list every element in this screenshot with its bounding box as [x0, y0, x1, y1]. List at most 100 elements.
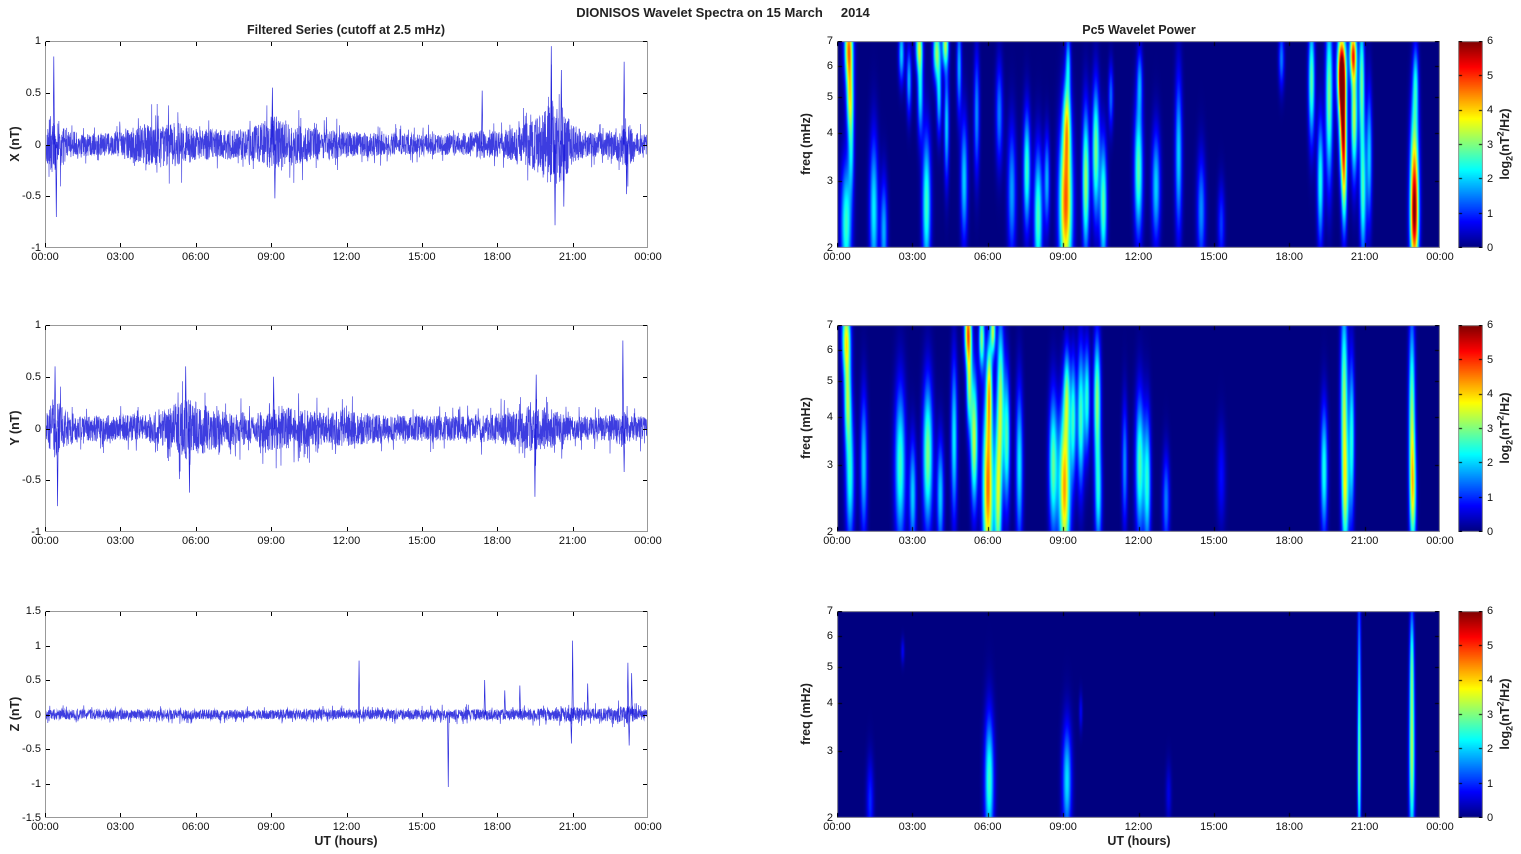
colorbar-z	[1458, 611, 1483, 818]
ts-x-plot	[45, 41, 648, 248]
x-tick-label: 00:00	[1426, 251, 1454, 263]
y-tick-label: 4	[826, 697, 833, 710]
x-tick-label: 09:00	[257, 535, 285, 547]
y-tick-label: 4	[826, 411, 833, 424]
x-tick-label: 00:00	[823, 251, 851, 263]
y-tick-label: 7	[826, 35, 833, 47]
x-tick-label: 00:00	[823, 821, 851, 833]
x-tick-label: 15:00	[1200, 821, 1228, 833]
x-tick-label: 18:00	[1275, 251, 1304, 263]
y-tick-label: 1.5	[25, 605, 41, 617]
colorbar-tick-label: 0	[1487, 812, 1494, 824]
x-tick-label: 12:00	[332, 821, 361, 833]
colorbar-tick-label: 3	[1487, 138, 1494, 151]
x-tick-label: 18:00	[483, 821, 512, 833]
x-tick-label: 21:00	[1350, 535, 1379, 547]
colorbar-tick-label: 1	[1487, 777, 1494, 790]
y-tick-label: 5	[826, 90, 833, 103]
x-tick-label: 21:00	[558, 821, 587, 833]
y-tick-label: -1	[31, 242, 41, 254]
y-tick-label: 3	[826, 459, 833, 471]
colorbar-tick-label: 6	[1487, 605, 1494, 617]
y-tick-label: 6	[826, 60, 833, 73]
x-tick-label: 21:00	[558, 535, 587, 547]
colorbar-tick-label: 0	[1487, 526, 1494, 538]
ylabel-wavelet-z: freq (mHz)	[799, 683, 813, 745]
xlabel-right: UT (hours)	[1107, 834, 1171, 848]
y-tick-label: -1	[31, 526, 41, 538]
x-tick-label: 18:00	[483, 535, 512, 547]
x-tick-label: 15:00	[1200, 535, 1228, 547]
colorbar-tick-label: 0	[1487, 242, 1494, 254]
x-tick-label: 06:00	[181, 821, 210, 833]
y-tick-label: 1	[34, 35, 41, 47]
x-tick-label: 12:00	[332, 251, 361, 263]
y-tick-label: 3	[826, 175, 833, 187]
y-tick-label: 7	[826, 319, 833, 331]
colorbar-tick-label: 2	[1487, 457, 1494, 469]
x-tick-label: 00:00	[634, 821, 662, 833]
x-tick-label: 03:00	[898, 535, 927, 547]
x-tick-label: 00:00	[31, 821, 59, 833]
y-tick-label: 5	[826, 374, 833, 387]
colorbar-tick-label: 5	[1487, 69, 1494, 82]
y-tick-label: 5	[826, 660, 833, 673]
ts-y-plot	[45, 325, 648, 532]
x-tick-label: 06:00	[973, 535, 1002, 547]
colorbar-tick-label: 3	[1487, 422, 1494, 435]
colorbar-tick-label: 4	[1487, 104, 1494, 116]
y-tick-label: 0	[34, 708, 41, 721]
x-tick-label: 09:00	[1049, 251, 1077, 263]
x-tick-label: 15:00	[408, 821, 436, 833]
x-tick-label: 15:00	[408, 251, 436, 263]
y-tick-label: 0	[34, 138, 41, 151]
y-tick-label: -0.5	[22, 190, 41, 203]
x-tick-label: 09:00	[257, 251, 285, 263]
colorbar-tick-label: 6	[1487, 35, 1494, 47]
y-tick-label: 6	[826, 344, 833, 357]
x-tick-label: 09:00	[1049, 821, 1077, 833]
x-tick-label: 06:00	[973, 821, 1002, 833]
y-tick-label: 0	[34, 422, 41, 435]
y-tick-label: 3	[826, 745, 833, 757]
x-tick-label: 09:00	[1049, 535, 1077, 547]
y-tick-label: 7	[826, 605, 833, 617]
colorbar-tick-label: 3	[1487, 708, 1494, 721]
y-tick-label: -1.5	[22, 812, 41, 824]
x-tick-label: 21:00	[1350, 251, 1379, 263]
x-tick-label: 21:00	[1350, 821, 1379, 833]
wavelet-x-spectrogram	[837, 41, 1440, 248]
colorbar-x	[1458, 41, 1483, 248]
x-tick-label: 06:00	[181, 535, 210, 547]
x-tick-label: 09:00	[257, 821, 285, 833]
y-tick-label: -0.5	[22, 743, 41, 755]
wavelet-z-spectrogram	[837, 611, 1440, 818]
colorbar-tick-label: 4	[1487, 674, 1494, 686]
colorbar-tick-label: 1	[1487, 207, 1494, 220]
y-tick-label: 0.5	[25, 674, 41, 686]
x-tick-label: 18:00	[483, 251, 512, 263]
left-column-title: Filtered Series (cutoff at 2.5 mHz)	[247, 23, 445, 37]
colorbar-tick-label: 2	[1487, 743, 1494, 755]
x-tick-label: 00:00	[1426, 535, 1454, 547]
y-tick-label: 6	[826, 630, 833, 643]
x-tick-label: 00:00	[31, 535, 59, 547]
y-tick-label: 2	[826, 242, 833, 254]
x-tick-label: 06:00	[973, 251, 1002, 263]
x-tick-label: 18:00	[1275, 821, 1304, 833]
y-tick-label: -1	[31, 777, 41, 790]
colorbar-y	[1458, 325, 1483, 532]
y-tick-label: 0.5	[25, 86, 41, 99]
ylabel-wavelet-y: freq (mHz)	[799, 397, 813, 459]
x-tick-label: 12:00	[1124, 535, 1153, 547]
x-tick-label: 15:00	[1200, 251, 1228, 263]
x-tick-label: 15:00	[408, 535, 436, 547]
colorbar-tick-label: 2	[1487, 173, 1494, 185]
x-tick-label: 00:00	[31, 251, 59, 263]
x-tick-label: 03:00	[106, 821, 135, 833]
x-tick-label: 00:00	[634, 251, 662, 263]
right-column-title: Pc5 Wavelet Power	[1082, 23, 1196, 37]
x-tick-label: 12:00	[1124, 251, 1153, 263]
colorbar-tick-label: 5	[1487, 353, 1494, 366]
